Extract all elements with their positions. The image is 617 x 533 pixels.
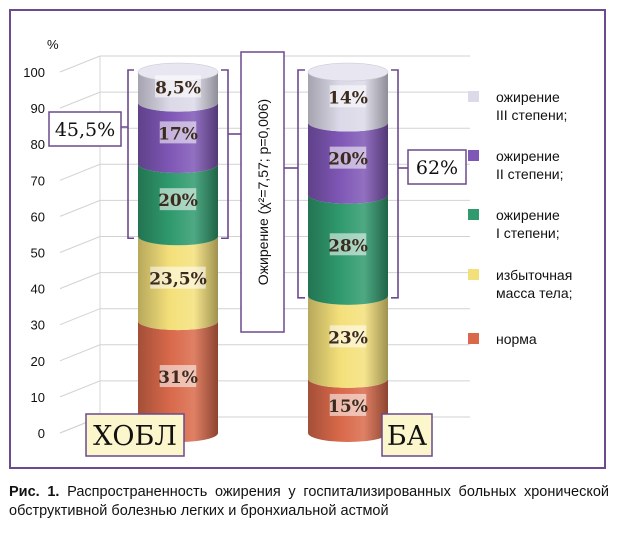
legend-label: норма — [496, 331, 537, 347]
annotations: 45,5% 62% Ожирение (χ²=7,57; p=0,006) — [48, 51, 467, 333]
total-label: 62% — [416, 157, 458, 179]
data-label-bg — [150, 266, 206, 289]
gridline — [59, 380, 470, 398]
legend-swatch — [468, 209, 479, 220]
category-box — [381, 413, 433, 457]
total-label: 45,5% — [55, 119, 115, 141]
gridline — [59, 344, 470, 362]
data-label: 14% — [328, 88, 368, 108]
caption-label: Рис. 1. — [9, 484, 60, 500]
y-tick-label: 60 — [31, 209, 45, 224]
data-label-bg — [329, 233, 367, 256]
stat-box — [240, 51, 285, 333]
legend-label: ожирение II степени; — [496, 148, 564, 182]
y-unit-label: % — [47, 37, 59, 52]
y-tick-label: 100 — [23, 65, 45, 80]
chart: 0 10 20 30 40 50 60 70 80 90 100 % 31% 23,5% 20% 17% 8… — [23, 37, 470, 457]
y-tick-label: 20 — [31, 354, 45, 369]
y-tick-label: 50 — [31, 246, 45, 261]
bracket-right — [391, 69, 399, 299]
bracket-right — [221, 69, 229, 240]
data-label: 23,5% — [149, 270, 207, 290]
bracket-left — [127, 69, 134, 240]
bar-group: 31% 23,5% 20% 17% 8,5% ХОБЛ — [85, 62, 219, 457]
y-tick-label: 30 — [31, 318, 45, 333]
y-tick-label: 80 — [31, 137, 45, 152]
data-label-bg — [329, 393, 367, 416]
stat-annotation: Ожирение (χ²=7,57; p=0,006) — [255, 99, 271, 285]
data-label-bg — [159, 365, 197, 388]
bar-top — [307, 62, 389, 82]
bars: 31% 23,5% 20% 17% 8,5% ХОБЛ 15% 23% 28% 20% 14% БА — [85, 62, 433, 457]
y-tick-label: 40 — [31, 282, 45, 297]
y-tick-label: 0 — [38, 426, 45, 441]
y-tick-label: 70 — [31, 173, 45, 188]
data-label: 20% — [328, 150, 368, 170]
data-label: 23% — [328, 328, 368, 348]
bar-group: 15% 23% 28% 20% 14% БА — [307, 62, 433, 457]
data-label-bg — [159, 121, 197, 144]
legend-swatch — [468, 269, 479, 280]
data-label: 15% — [328, 397, 368, 417]
figure-frame — [9, 9, 606, 469]
gridline — [59, 55, 470, 73]
bracket-left — [297, 69, 305, 299]
legend-swatch — [468, 91, 479, 102]
data-label: 17% — [158, 124, 198, 144]
data-label: 8,5% — [155, 78, 201, 98]
category-label: ХОБЛ — [93, 421, 177, 452]
data-label-bg — [329, 85, 367, 108]
data-label-bg — [329, 325, 367, 348]
total-box — [48, 111, 122, 147]
legend-swatch — [468, 150, 479, 161]
data-label-bg — [159, 188, 197, 211]
legend-label: ожирение III степени; — [496, 89, 568, 123]
data-label: 28% — [328, 236, 368, 256]
legend-label: избыточная масса тела; — [496, 267, 573, 301]
legend-swatch — [468, 333, 479, 344]
category-label: БА — [387, 421, 428, 452]
y-tick-label: 90 — [31, 101, 45, 116]
caption-text: Распространенность ожирения у госпитализ… — [9, 484, 609, 519]
figure-caption: Рис. 1. Распространенность ожирения у го… — [9, 483, 609, 521]
total-box — [407, 149, 467, 185]
data-label: 31% — [158, 368, 198, 388]
y-axis: 0 10 20 30 40 50 60 70 80 90 100 — [23, 65, 45, 441]
category-box — [85, 413, 185, 457]
y-tick-label: 10 — [31, 390, 45, 405]
data-label-bg — [155, 75, 201, 98]
data-label: 20% — [158, 191, 198, 211]
data-label-bg — [329, 146, 367, 169]
legend-label: ожирение I степени; — [496, 207, 560, 241]
